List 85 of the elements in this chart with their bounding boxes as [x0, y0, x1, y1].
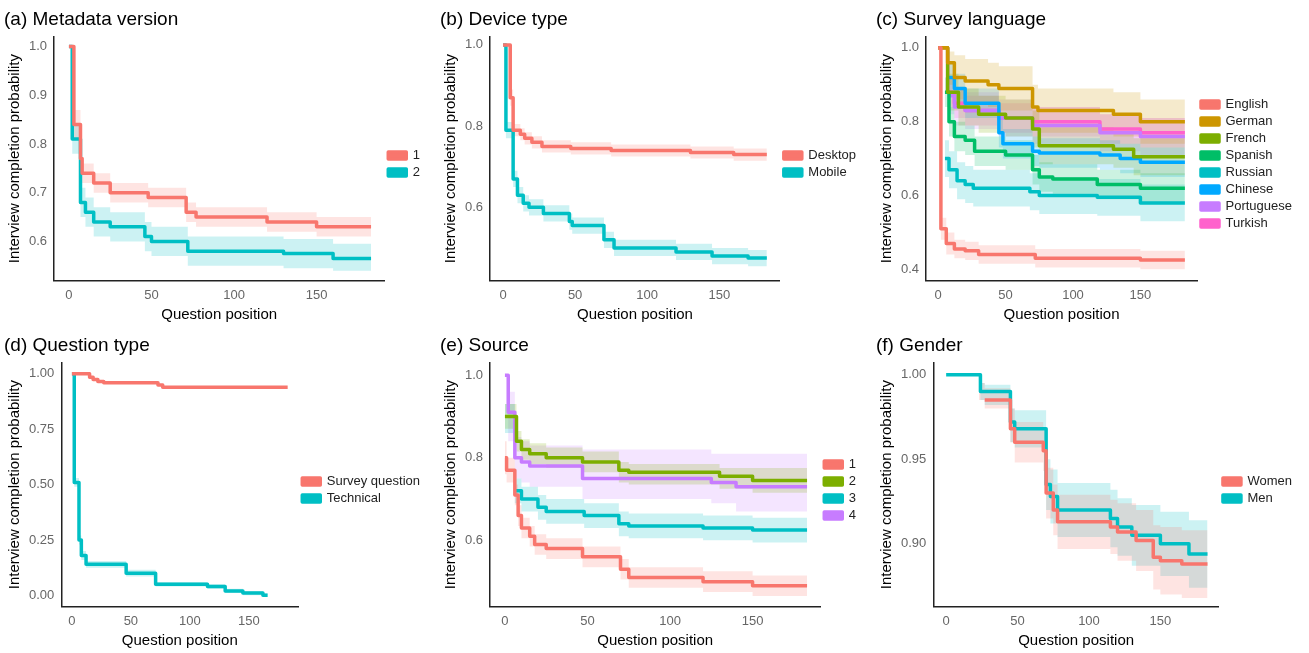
y-tick-label: 1.0	[28, 38, 48, 54]
x-tick-label: 50	[123, 612, 139, 628]
x-tick-label: 150	[305, 286, 328, 302]
y-tick-label: 1.00	[900, 366, 927, 382]
x-axis-title: Question position	[161, 305, 278, 323]
y-tick-label: 0.25	[28, 531, 55, 547]
y-tick-label: 0.7	[28, 184, 48, 200]
y-tick-label: 0.95	[900, 450, 927, 466]
x-tick-label: 100	[1078, 612, 1100, 628]
chart-title: (f) Gender	[876, 333, 964, 355]
chart-title: (e) Source	[440, 333, 529, 355]
y-tick-label: 0.6	[464, 198, 484, 214]
legend-label: Russian	[1225, 164, 1273, 180]
y-tick-label: 0.6	[900, 187, 920, 203]
legend-label: Spanish	[1225, 147, 1273, 163]
legend-label: 1	[848, 456, 856, 472]
x-tick-label: 150	[708, 286, 731, 302]
chart-title: (d) Question type	[4, 333, 150, 355]
x-tick-label: 100	[1062, 286, 1084, 302]
y-tick-label: 1.00	[28, 365, 55, 381]
legend-label: Technical	[326, 490, 382, 506]
chart-title: (b) Device type	[440, 7, 568, 29]
x-tick-label: 50	[1010, 612, 1025, 628]
x-tick-label: 0	[65, 286, 73, 302]
x-tick-label: 0	[934, 286, 942, 302]
chart-title: (c) Survey language	[876, 7, 1047, 29]
legend-label: 1	[412, 147, 420, 163]
y-tick-label: 0.6	[464, 531, 484, 547]
y-tick-label: 0.90	[900, 535, 927, 551]
legend-label: Mobile	[808, 164, 847, 180]
x-tick-label: 100	[636, 286, 659, 302]
x-tick-label: 150	[237, 612, 260, 628]
legend-label: German	[1225, 113, 1273, 129]
y-axis-title: Interview completion probability	[5, 53, 23, 264]
x-axis-title: Question position	[1003, 305, 1120, 323]
legend-label: Women	[1247, 473, 1293, 489]
y-tick-label: 0.8	[464, 449, 484, 465]
y-tick-label: 1.0	[464, 366, 484, 382]
legend-label: French	[1225, 130, 1266, 146]
x-tick-label: 0	[68, 612, 76, 628]
x-tick-label: 0	[942, 612, 950, 628]
x-axis-title: Question position	[576, 305, 693, 323]
legend-label: 2	[848, 473, 856, 489]
x-tick-label: 0	[499, 286, 507, 302]
y-tick-label: 0.50	[28, 476, 55, 492]
x-tick-label: 100	[178, 612, 201, 628]
y-tick-label: 0.9	[28, 86, 48, 102]
x-axis-title: Question position	[597, 631, 714, 649]
legend-label: Men	[1247, 490, 1273, 506]
x-tick-label: 100	[223, 286, 245, 302]
x-tick-label: 50	[580, 612, 595, 628]
y-tick-label: 0.8	[28, 135, 48, 151]
legend-label: 3	[848, 490, 856, 506]
x-tick-label: 150	[1129, 286, 1152, 302]
x-tick-label: 150	[1149, 612, 1172, 628]
y-axis-title: Interview completion probability	[5, 379, 23, 590]
x-tick-label: 0	[501, 612, 509, 628]
y-tick-label: 1.0	[464, 36, 484, 52]
legend-label: Portuguese	[1225, 198, 1293, 214]
y-tick-label: 0.4	[900, 260, 920, 276]
chart-title: (a) Metadata version	[4, 7, 179, 29]
y-tick-label: 0.75	[28, 420, 55, 436]
y-tick-label: 0.8	[464, 117, 484, 133]
legend-label: Turkish	[1225, 215, 1268, 231]
legend-label: Desktop	[808, 147, 857, 163]
x-tick-label: 50	[998, 286, 1013, 302]
y-tick-label: 0.8	[900, 113, 920, 129]
x-axis-title: Question position	[121, 631, 238, 649]
y-axis-title: Interview completion probability	[877, 53, 895, 264]
x-axis-title: Question position	[1018, 631, 1135, 649]
legend-label: English	[1225, 96, 1269, 112]
x-tick-label: 50	[144, 286, 159, 302]
x-tick-label: 50	[567, 286, 583, 302]
y-tick-label: 1.0	[900, 39, 920, 55]
legend-label: Chinese	[1225, 181, 1274, 197]
legend-label: 4	[848, 507, 856, 523]
x-tick-label: 150	[741, 612, 764, 628]
y-axis-title: Interview completion probability	[877, 379, 895, 590]
y-tick-label: 0.6	[28, 233, 48, 248]
y-axis-title: Interview completion probability	[441, 53, 459, 264]
x-tick-label: 100	[659, 612, 681, 628]
y-tick-label: 0.00	[28, 586, 55, 602]
legend-label: 2	[412, 164, 420, 180]
y-axis-title: Interview completion probability	[441, 379, 459, 590]
legend-label: Survey question	[326, 473, 421, 489]
